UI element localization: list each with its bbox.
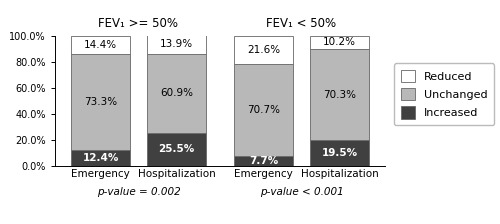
- Text: 10.2%: 10.2%: [323, 37, 356, 47]
- Legend: Reduced, Unchanged, Increased: Reduced, Unchanged, Increased: [394, 63, 494, 125]
- Text: 60.9%: 60.9%: [160, 88, 193, 98]
- Text: p-value = 0.002: p-value = 0.002: [96, 187, 180, 196]
- Bar: [147, 35, 206, 54]
- Text: 70.7%: 70.7%: [247, 105, 280, 115]
- Bar: [147, 133, 206, 166]
- Text: 21.6%: 21.6%: [247, 45, 280, 55]
- Bar: [147, 54, 206, 133]
- Text: FEV₁ >= 50%: FEV₁ >= 50%: [98, 17, 178, 30]
- Text: 25.5%: 25.5%: [158, 144, 194, 154]
- Text: 12.4%: 12.4%: [82, 153, 118, 163]
- Bar: [310, 36, 369, 49]
- Text: 73.3%: 73.3%: [84, 97, 117, 107]
- Bar: [71, 150, 130, 166]
- Bar: [310, 49, 369, 140]
- Text: 70.3%: 70.3%: [323, 90, 356, 100]
- Text: p-value < 0.001: p-value < 0.001: [260, 187, 344, 196]
- Text: 7.7%: 7.7%: [249, 156, 278, 166]
- Bar: [234, 64, 293, 156]
- Text: 19.5%: 19.5%: [322, 148, 358, 158]
- Bar: [234, 36, 293, 64]
- Bar: [71, 54, 130, 150]
- Bar: [310, 140, 369, 166]
- Bar: [234, 156, 293, 166]
- Text: 14.4%: 14.4%: [84, 40, 117, 50]
- Bar: [71, 36, 130, 54]
- Text: FEV₁ < 50%: FEV₁ < 50%: [266, 17, 336, 30]
- Text: 13.9%: 13.9%: [160, 39, 193, 50]
